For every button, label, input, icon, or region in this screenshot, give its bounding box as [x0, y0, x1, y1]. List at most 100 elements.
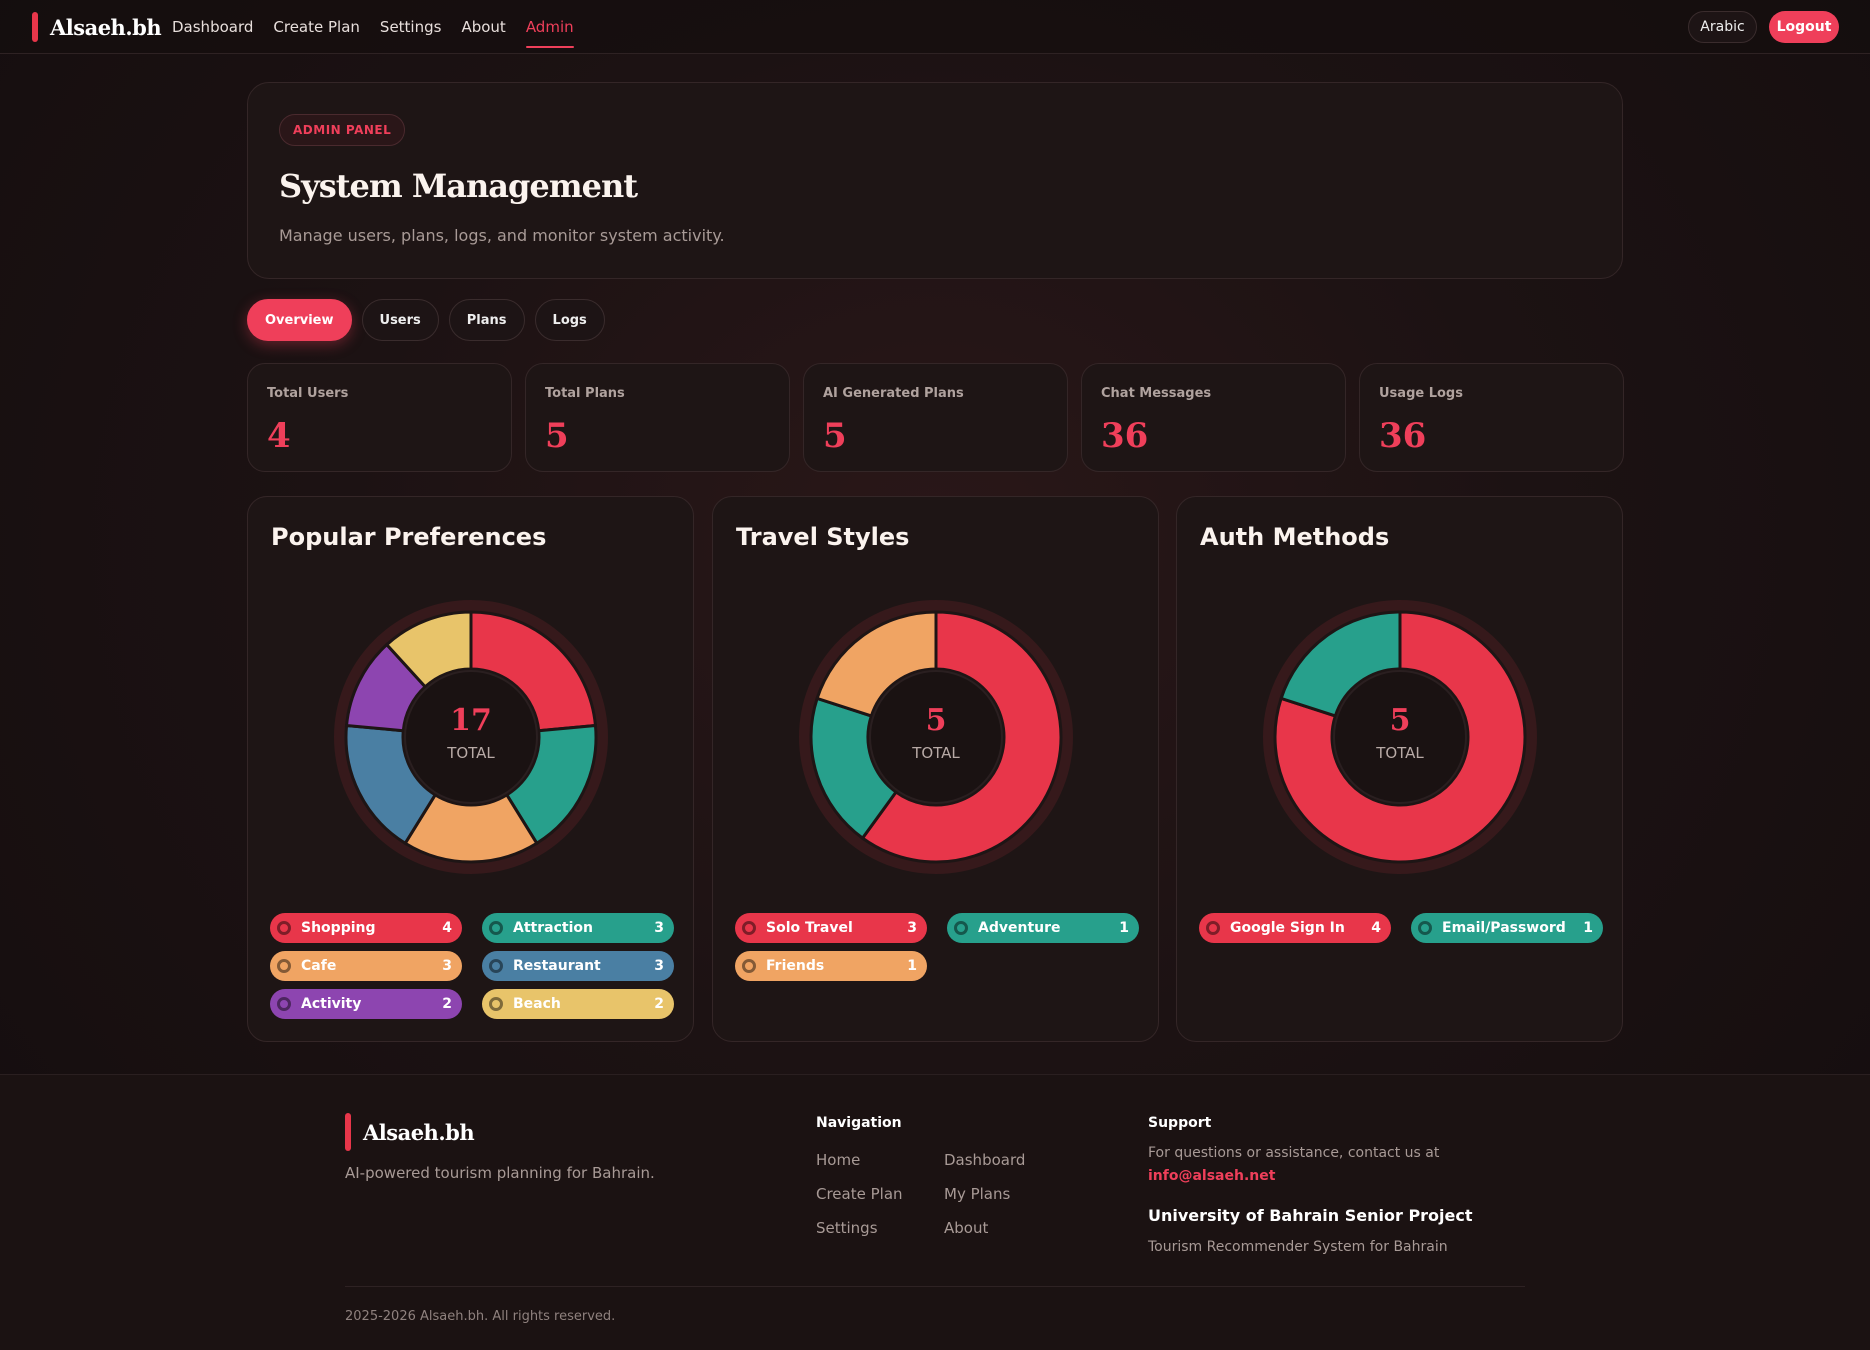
nav-link-about[interactable]: About [461, 18, 506, 36]
brand-logo[interactable]: Alsaeh.bh [32, 12, 162, 42]
legend-label: Google Sign In [1230, 920, 1345, 936]
chart-card-travel-styles: Travel Styles 5 TOTAL Solo Travel 3 Advent… [712, 496, 1159, 1042]
stat-value: 36 [1379, 416, 1427, 456]
stat-card-usage-logs: Usage Logs 36 [1359, 363, 1624, 472]
stat-value: 5 [545, 416, 569, 456]
tab-overview[interactable]: Overview [247, 299, 352, 341]
donut-slice-solo-travel[interactable] [860, 610, 1063, 864]
legend-item-adventure[interactable]: Adventure 1 [947, 913, 1139, 943]
legend-count: 1 [1119, 920, 1129, 936]
stat-card-total-users: Total Users 4 [247, 363, 512, 472]
nav-link-admin[interactable]: Admin [525, 0, 574, 54]
footer-copyright: 2025-2026 Alsaeh.bh. All rights reserved… [345, 1309, 616, 1324]
legend-count: 3 [654, 920, 664, 936]
donut-chart [1263, 600, 1537, 874]
footer-nav-heading: Navigation [816, 1115, 902, 1131]
footer-tagline: AI-powered tourism planning for Bahrain. [345, 1164, 655, 1182]
legend-count: 4 [1371, 920, 1381, 936]
stat-value: 36 [1101, 416, 1149, 456]
legend-label: Email/Password [1442, 920, 1566, 936]
legend-count: 3 [442, 958, 452, 974]
legend-label: Adventure [978, 920, 1061, 936]
footer-brand[interactable]: Alsaeh.bh [345, 1113, 475, 1151]
legend-dot-icon [489, 959, 503, 973]
legend-label: Attraction [513, 920, 593, 936]
legend-count: 3 [654, 958, 664, 974]
nav-link-dashboard[interactable]: Dashboard [172, 18, 254, 36]
chart-title: Popular Preferences [271, 523, 547, 551]
legend-item-shopping[interactable]: Shopping 4 [270, 913, 462, 943]
donut-glow [334, 600, 608, 874]
legend-item-restaurant[interactable]: Restaurant 3 [482, 951, 674, 981]
nav-link-settings[interactable]: Settings [379, 18, 442, 36]
stat-label: Total Users [267, 386, 349, 401]
legend-item-activity[interactable]: Activity 2 [270, 989, 462, 1019]
stat-label: Total Plans [545, 386, 625, 401]
chart-title: Auth Methods [1200, 523, 1390, 551]
legend-count: 1 [1583, 920, 1593, 936]
legend-dot-icon [954, 921, 968, 935]
donut-hole [869, 670, 1003, 804]
footer-university: University of Bahrain Senior Project [1148, 1206, 1473, 1225]
footer-link-settings[interactable]: Settings [816, 1219, 878, 1237]
stat-value: 5 [823, 416, 847, 456]
donut-hole [1333, 670, 1467, 804]
brand-mark [32, 12, 38, 42]
logout-button[interactable]: Logout [1769, 11, 1839, 43]
footer-link-my-plans[interactable]: My Plans [944, 1185, 1011, 1203]
legend-item-google-sign-in[interactable]: Google Sign In 4 [1199, 913, 1391, 943]
legend-label: Friends [766, 958, 825, 974]
footer-link-about[interactable]: About [944, 1219, 989, 1237]
legend-dot-icon [1206, 921, 1220, 935]
brand-mark [345, 1113, 351, 1151]
legend-item-friends[interactable]: Friends 1 [735, 951, 927, 981]
brand-name: Alsaeh.bh [50, 14, 162, 40]
top-nav: Alsaeh.bh Dashboard Create Plan Settings… [0, 0, 1870, 54]
page-subtitle: Manage users, plans, logs, and monitor s… [279, 226, 725, 245]
footer-link-create-plan[interactable]: Create Plan [816, 1185, 903, 1203]
footer-link-home[interactable]: Home [816, 1151, 861, 1169]
stat-label: Chat Messages [1101, 386, 1212, 401]
legend-item-cafe[interactable]: Cafe 3 [270, 951, 462, 981]
legend-dot-icon [489, 997, 503, 1011]
legend-dot-icon [489, 921, 503, 935]
legend-count: 4 [442, 920, 452, 936]
nav-link-create-plan[interactable]: Create Plan [273, 18, 360, 36]
donut-slice-shopping[interactable] [469, 610, 598, 733]
donut-slice-google-sign-in[interactable] [1273, 610, 1527, 864]
legend-dot-icon [742, 921, 756, 935]
legend-dot-icon [742, 959, 756, 973]
tab-users[interactable]: Users [361, 299, 439, 341]
legend-dot-icon [277, 959, 291, 973]
footer-support-text: For questions or assistance, contact us … [1148, 1145, 1440, 1161]
donut-hole [404, 670, 538, 804]
legend-item-email-password[interactable]: Email/Password 1 [1411, 913, 1603, 943]
stat-label: Usage Logs [1379, 386, 1463, 401]
tab-logs[interactable]: Logs [534, 299, 605, 341]
legend-label: Shopping [301, 920, 376, 936]
legend-count: 3 [907, 920, 917, 936]
admin-panel-badge: ADMIN PANEL [279, 114, 406, 146]
language-toggle-button[interactable]: Arabic [1688, 11, 1757, 43]
chart-title: Travel Styles [736, 523, 910, 551]
footer-support-heading: Support [1148, 1115, 1212, 1131]
donut-chart [334, 600, 608, 874]
site-footer: Alsaeh.bh AI-powered tourism planning fo… [0, 1074, 1870, 1350]
legend-count: 2 [654, 996, 664, 1012]
footer-divider [345, 1286, 1525, 1287]
stat-card-chat-messages: Chat Messages 36 [1081, 363, 1346, 472]
legend-label: Cafe [301, 958, 337, 974]
legend-dot-icon [1418, 921, 1432, 935]
donut-slice-email-password[interactable] [1279, 610, 1402, 718]
footer-link-dashboard[interactable]: Dashboard [944, 1151, 1026, 1169]
donut-glow [1263, 600, 1537, 874]
footer-support-email[interactable]: info@alsaeh.net [1148, 1168, 1276, 1184]
tab-plans[interactable]: Plans [448, 299, 525, 341]
stat-value: 4 [267, 416, 291, 456]
legend-item-solo-travel[interactable]: Solo Travel 3 [735, 913, 927, 943]
legend-item-beach[interactable]: Beach 2 [482, 989, 674, 1019]
donut-slice-friends[interactable] [815, 610, 938, 718]
legend-label: Restaurant [513, 958, 601, 974]
legend-item-attraction[interactable]: Attraction 3 [482, 913, 674, 943]
donut-slice-beach[interactable] [384, 610, 473, 689]
